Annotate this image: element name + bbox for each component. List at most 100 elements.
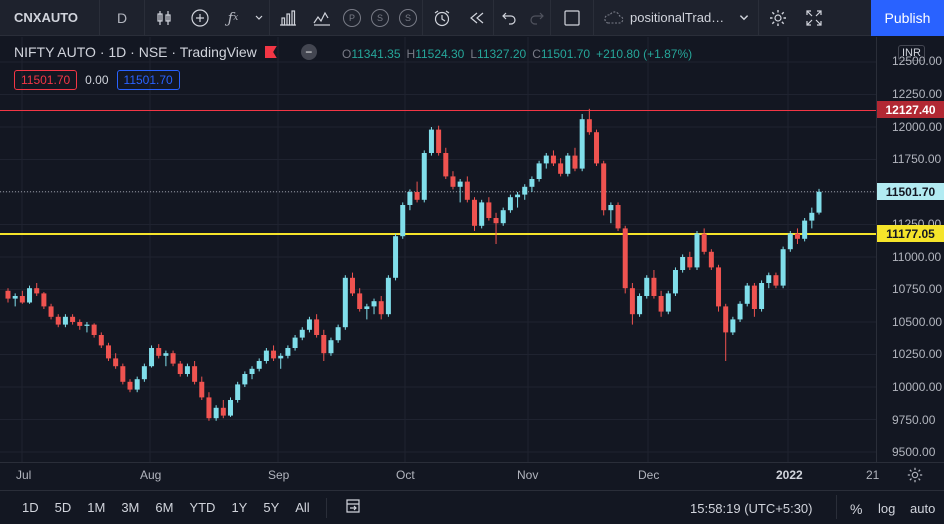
candle-body bbox=[400, 205, 406, 237]
price-tick: 10250.00 bbox=[892, 347, 943, 361]
chevron-down-icon bbox=[740, 14, 749, 20]
price-tick: 12000.00 bbox=[892, 120, 943, 134]
candle-body bbox=[242, 374, 248, 385]
range-5y-button[interactable]: 5Y bbox=[263, 500, 280, 515]
sell-button[interactable]: 11501.70 bbox=[14, 70, 78, 90]
support-price-tag: 11177.05 bbox=[877, 225, 944, 242]
candle-body bbox=[586, 119, 592, 133]
candle-body bbox=[543, 155, 549, 164]
candle-body bbox=[91, 324, 97, 335]
rewind-icon[interactable] bbox=[461, 0, 493, 36]
candle-body bbox=[737, 303, 743, 320]
s-circle-icon-2[interactable]: S bbox=[394, 0, 422, 36]
symbol-search-button[interactable]: CNXAUTO bbox=[0, 0, 100, 36]
timezone-clock[interactable]: 15:58:19 (UTC+5:30) bbox=[690, 501, 813, 516]
range-ytd-button[interactable]: YTD bbox=[189, 500, 216, 515]
time-label: 21 bbox=[866, 468, 880, 482]
candle-body bbox=[694, 233, 700, 268]
candle-body bbox=[357, 293, 363, 309]
log-scale-toggle[interactable]: log bbox=[878, 501, 896, 516]
time-label: Oct bbox=[396, 468, 415, 482]
candle-body bbox=[637, 296, 643, 315]
price-tick: 11000.00 bbox=[892, 250, 942, 264]
fullscreen-icon[interactable] bbox=[797, 0, 831, 36]
candle-body bbox=[48, 306, 54, 317]
currency-button[interactable]: INR bbox=[898, 45, 925, 61]
layout-square-icon[interactable] bbox=[551, 0, 593, 36]
toolbar-divider bbox=[422, 0, 423, 36]
candle-body bbox=[622, 228, 628, 289]
candle-body bbox=[127, 381, 133, 390]
candle-body bbox=[328, 340, 334, 354]
candle-body bbox=[708, 251, 714, 268]
candle-body bbox=[220, 407, 226, 416]
toolbar-divider bbox=[269, 0, 270, 36]
time-label: Sep bbox=[268, 468, 290, 482]
candle-body bbox=[450, 176, 456, 187]
range-1y-button[interactable]: 1Y bbox=[231, 500, 248, 515]
candle-body bbox=[156, 348, 162, 356]
price-axis[interactable] bbox=[876, 37, 944, 462]
range-1m-button[interactable]: 1M bbox=[87, 500, 106, 515]
p-circle-icon[interactable]: P bbox=[338, 0, 366, 36]
range-1d-button[interactable]: 1D bbox=[22, 500, 39, 515]
compare-bars-icon[interactable] bbox=[270, 0, 306, 36]
candle-body bbox=[134, 379, 140, 390]
candle-body bbox=[558, 163, 564, 174]
alarm-clock-icon[interactable] bbox=[423, 0, 461, 36]
high-value: 11524.30 bbox=[415, 47, 465, 61]
publish-button[interactable]: Publish bbox=[871, 0, 944, 36]
replay-bars-icon[interactable] bbox=[306, 0, 338, 36]
date-range-icon[interactable] bbox=[343, 497, 363, 518]
candles-icon[interactable] bbox=[145, 0, 183, 36]
symbol-title[interactable]: NIFTY AUTO · 1D · NSE · TradingView bbox=[14, 44, 257, 60]
candle-body bbox=[802, 220, 808, 239]
layout-name-button[interactable]: positionalTrad… bbox=[594, 0, 758, 36]
candle-body bbox=[105, 345, 111, 359]
candle-body bbox=[723, 306, 729, 333]
indicators-plus-icon[interactable] bbox=[183, 0, 217, 36]
candle-body bbox=[271, 350, 277, 359]
interval-button[interactable]: D bbox=[116, 9, 128, 26]
toolbar-divider bbox=[550, 0, 551, 36]
range-3m-button[interactable]: 3M bbox=[121, 500, 140, 515]
chart-legend: NIFTY AUTO · 1D · NSE · TradingView − bbox=[14, 44, 317, 60]
candle-body bbox=[34, 288, 40, 294]
candle-body bbox=[515, 194, 521, 198]
close-value: 11501.70 bbox=[540, 47, 591, 61]
flag-icon[interactable] bbox=[264, 46, 277, 58]
candle-body bbox=[436, 129, 442, 153]
price-chart[interactable] bbox=[0, 37, 876, 462]
candle-body bbox=[716, 267, 722, 307]
price-tick: 12500.00 bbox=[892, 54, 943, 68]
undo-icon[interactable] bbox=[494, 0, 524, 36]
percent-scale-toggle[interactable]: % bbox=[850, 501, 863, 517]
range-all-button[interactable]: All bbox=[295, 500, 310, 515]
candle-body bbox=[794, 233, 800, 239]
axis-settings-gear-icon[interactable] bbox=[906, 466, 924, 487]
candle-body bbox=[529, 179, 535, 187]
gear-icon[interactable] bbox=[759, 0, 797, 36]
time-axis[interactable] bbox=[0, 462, 944, 488]
order-boxes: 11501.70 0.00 11501.70 bbox=[14, 70, 180, 90]
candle-body bbox=[493, 218, 499, 224]
range-buttons: 1D 5D 1M 3M 6M YTD 1Y 5Y All bbox=[0, 500, 318, 515]
time-label: Aug bbox=[140, 468, 162, 482]
range-6m-button[interactable]: 6M bbox=[155, 500, 174, 515]
chevron-down-icon[interactable] bbox=[249, 0, 269, 36]
range-5d-button[interactable]: 5D bbox=[54, 500, 72, 515]
collapse-legend-icon[interactable]: − bbox=[300, 44, 317, 60]
toolbar-divider bbox=[836, 495, 837, 519]
auto-scale-toggle[interactable]: auto bbox=[910, 501, 936, 516]
buy-button[interactable]: 11501.70 bbox=[116, 70, 180, 90]
candle-body bbox=[12, 296, 18, 299]
resistance-price-tag: 12127.40 bbox=[877, 101, 944, 118]
s-circle-icon[interactable]: S bbox=[366, 0, 394, 36]
toolbar-divider bbox=[593, 0, 594, 36]
candle-body bbox=[371, 301, 377, 307]
redo-icon[interactable] bbox=[524, 0, 550, 36]
candle-body bbox=[256, 361, 262, 369]
candle-body bbox=[594, 132, 600, 164]
candle-body bbox=[285, 348, 291, 356]
